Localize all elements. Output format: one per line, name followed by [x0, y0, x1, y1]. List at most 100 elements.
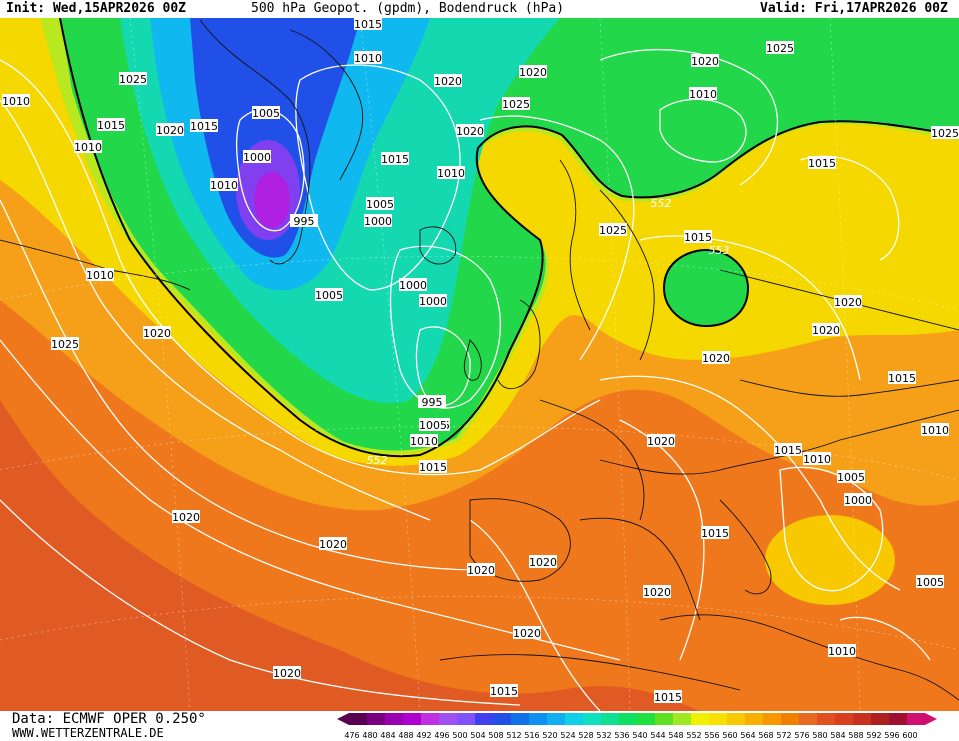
isobar-label: 1020	[434, 74, 462, 88]
field-purple	[254, 172, 290, 228]
svg-text:1020: 1020	[143, 327, 171, 340]
isobar-label: 1005	[366, 197, 394, 211]
svg-text:1000: 1000	[399, 279, 427, 292]
isobar-label: 1020	[702, 351, 730, 365]
isobar-label: 1005	[419, 418, 447, 432]
legend-tick-label: 548	[668, 731, 683, 740]
svg-text:995: 995	[422, 396, 443, 409]
legend-tick-label: 588	[848, 731, 863, 740]
isobar-labels: 1015 1010 1025 1010 1015 1020 1015 1010 1005 1000…	[2, 18, 959, 704]
isobar-label: 1020	[519, 65, 547, 79]
legend-tick-label: 484	[380, 731, 395, 740]
svg-text:1015: 1015	[190, 120, 218, 133]
svg-text:1010: 1010	[689, 88, 717, 101]
svg-text:1015: 1015	[701, 527, 729, 540]
legend-tick-label: 568	[758, 731, 773, 740]
contour-label-552: 552	[651, 197, 672, 210]
svg-text:1010: 1010	[354, 52, 382, 65]
legend-swatch	[601, 713, 619, 725]
svg-text:1010: 1010	[74, 141, 102, 154]
contour-552-baltic	[662, 248, 750, 328]
svg-text:1020: 1020	[643, 586, 671, 599]
legend-swatch	[385, 713, 403, 725]
legend-tick-label: 572	[776, 731, 791, 740]
color-legend: 476 480 484 488 492 496 500 504 508 512 516 520 524 5…	[337, 713, 937, 740]
legend-tick-label: 524	[560, 731, 575, 740]
isobar-label: 1025	[502, 97, 530, 111]
svg-text:1015: 1015	[654, 691, 682, 704]
svg-text:1015: 1015	[381, 153, 409, 166]
isobar-label: 1010	[410, 434, 438, 448]
legend-swatch	[745, 713, 763, 725]
legend-tick-label: 596	[884, 731, 899, 740]
legend-swatch	[835, 713, 853, 725]
isobar-label: 1015	[97, 118, 125, 132]
svg-text:1000: 1000	[364, 215, 392, 228]
svg-text:1020: 1020	[273, 667, 301, 680]
isobar-label: 1015	[381, 152, 409, 166]
legend-tick-label: 532	[596, 731, 611, 740]
isobar-label: 1010	[828, 644, 856, 658]
svg-text:1020: 1020	[467, 564, 495, 577]
svg-text:1005: 1005	[837, 471, 865, 484]
isobar-label: 1005	[252, 106, 280, 120]
legend-swatch	[529, 713, 547, 725]
svg-text:1020: 1020	[156, 124, 184, 137]
legend-swatch	[763, 713, 781, 725]
website-credit: WWW.WETTERZENTRALE.DE	[12, 726, 164, 740]
svg-text:1015: 1015	[419, 461, 447, 474]
svg-text:1020: 1020	[434, 75, 462, 88]
isobar-label: 1015	[490, 684, 518, 698]
field-yellow-se	[765, 515, 895, 605]
svg-text:1020: 1020	[834, 296, 862, 309]
lat-lon-grid	[0, 18, 959, 711]
svg-text:1000: 1000	[419, 295, 447, 308]
isobar-label: 1015	[419, 460, 447, 474]
legend-tick-label: 584	[830, 731, 845, 740]
legend-tick-label: 528	[578, 731, 593, 740]
svg-text:1000: 1000	[243, 151, 271, 164]
legend-swatch	[439, 713, 457, 725]
legend-arrow-high	[925, 713, 937, 725]
legend-swatch	[583, 713, 601, 725]
isobar-label: 1020	[156, 123, 184, 137]
isobar-label: 1020	[834, 295, 862, 309]
legend-swatch	[691, 713, 709, 725]
legend-tick-label: 516	[524, 731, 539, 740]
legend-tick-label: 508	[488, 731, 503, 740]
isobar-label: 1010	[354, 51, 382, 65]
data-source: Data: ECMWF OPER 0.250°	[12, 711, 206, 727]
svg-text:1025: 1025	[599, 224, 627, 237]
isobar-label: 1020	[647, 434, 675, 448]
legend-tick-label: 476	[344, 731, 359, 740]
svg-text:1020: 1020	[319, 538, 347, 551]
svg-text:1020: 1020	[519, 66, 547, 79]
isobar-label: 1020	[273, 666, 301, 680]
valid-time: Valid: Fri,17APR2026 00Z	[760, 1, 948, 16]
isobar-label: 995	[418, 395, 446, 409]
isobar-label: 1020	[643, 585, 671, 599]
isobar-label: 1020	[467, 563, 495, 577]
footer-bar: Data: ECMWF OPER 0.250° WWW.WETTERZENTRA…	[0, 711, 959, 741]
isobar-label: 1020	[143, 326, 171, 340]
isobar-label: 1020	[456, 124, 484, 138]
svg-text:1020: 1020	[456, 125, 484, 138]
svg-text:1025: 1025	[931, 127, 959, 140]
isobar-label: 1000	[243, 150, 271, 164]
isobar-label: 1020	[513, 626, 541, 640]
svg-text:1020: 1020	[812, 324, 840, 337]
svg-text:1025: 1025	[502, 98, 530, 111]
legend-swatch	[547, 713, 565, 725]
svg-text:1005: 1005	[252, 107, 280, 120]
legend-tick-label: 512	[506, 731, 521, 740]
isobar-label: 1015	[888, 371, 916, 385]
svg-text:1005: 1005	[916, 576, 944, 589]
svg-text:1020: 1020	[702, 352, 730, 365]
isobar-label: 1025	[766, 41, 794, 55]
legend-tick-label: 564	[740, 731, 755, 740]
legend-swatch	[475, 713, 493, 725]
legend-swatch	[853, 713, 871, 725]
svg-text:1025: 1025	[51, 338, 79, 351]
legend-tick-label: 520	[542, 731, 557, 740]
isobar-label: 1010	[2, 94, 30, 108]
